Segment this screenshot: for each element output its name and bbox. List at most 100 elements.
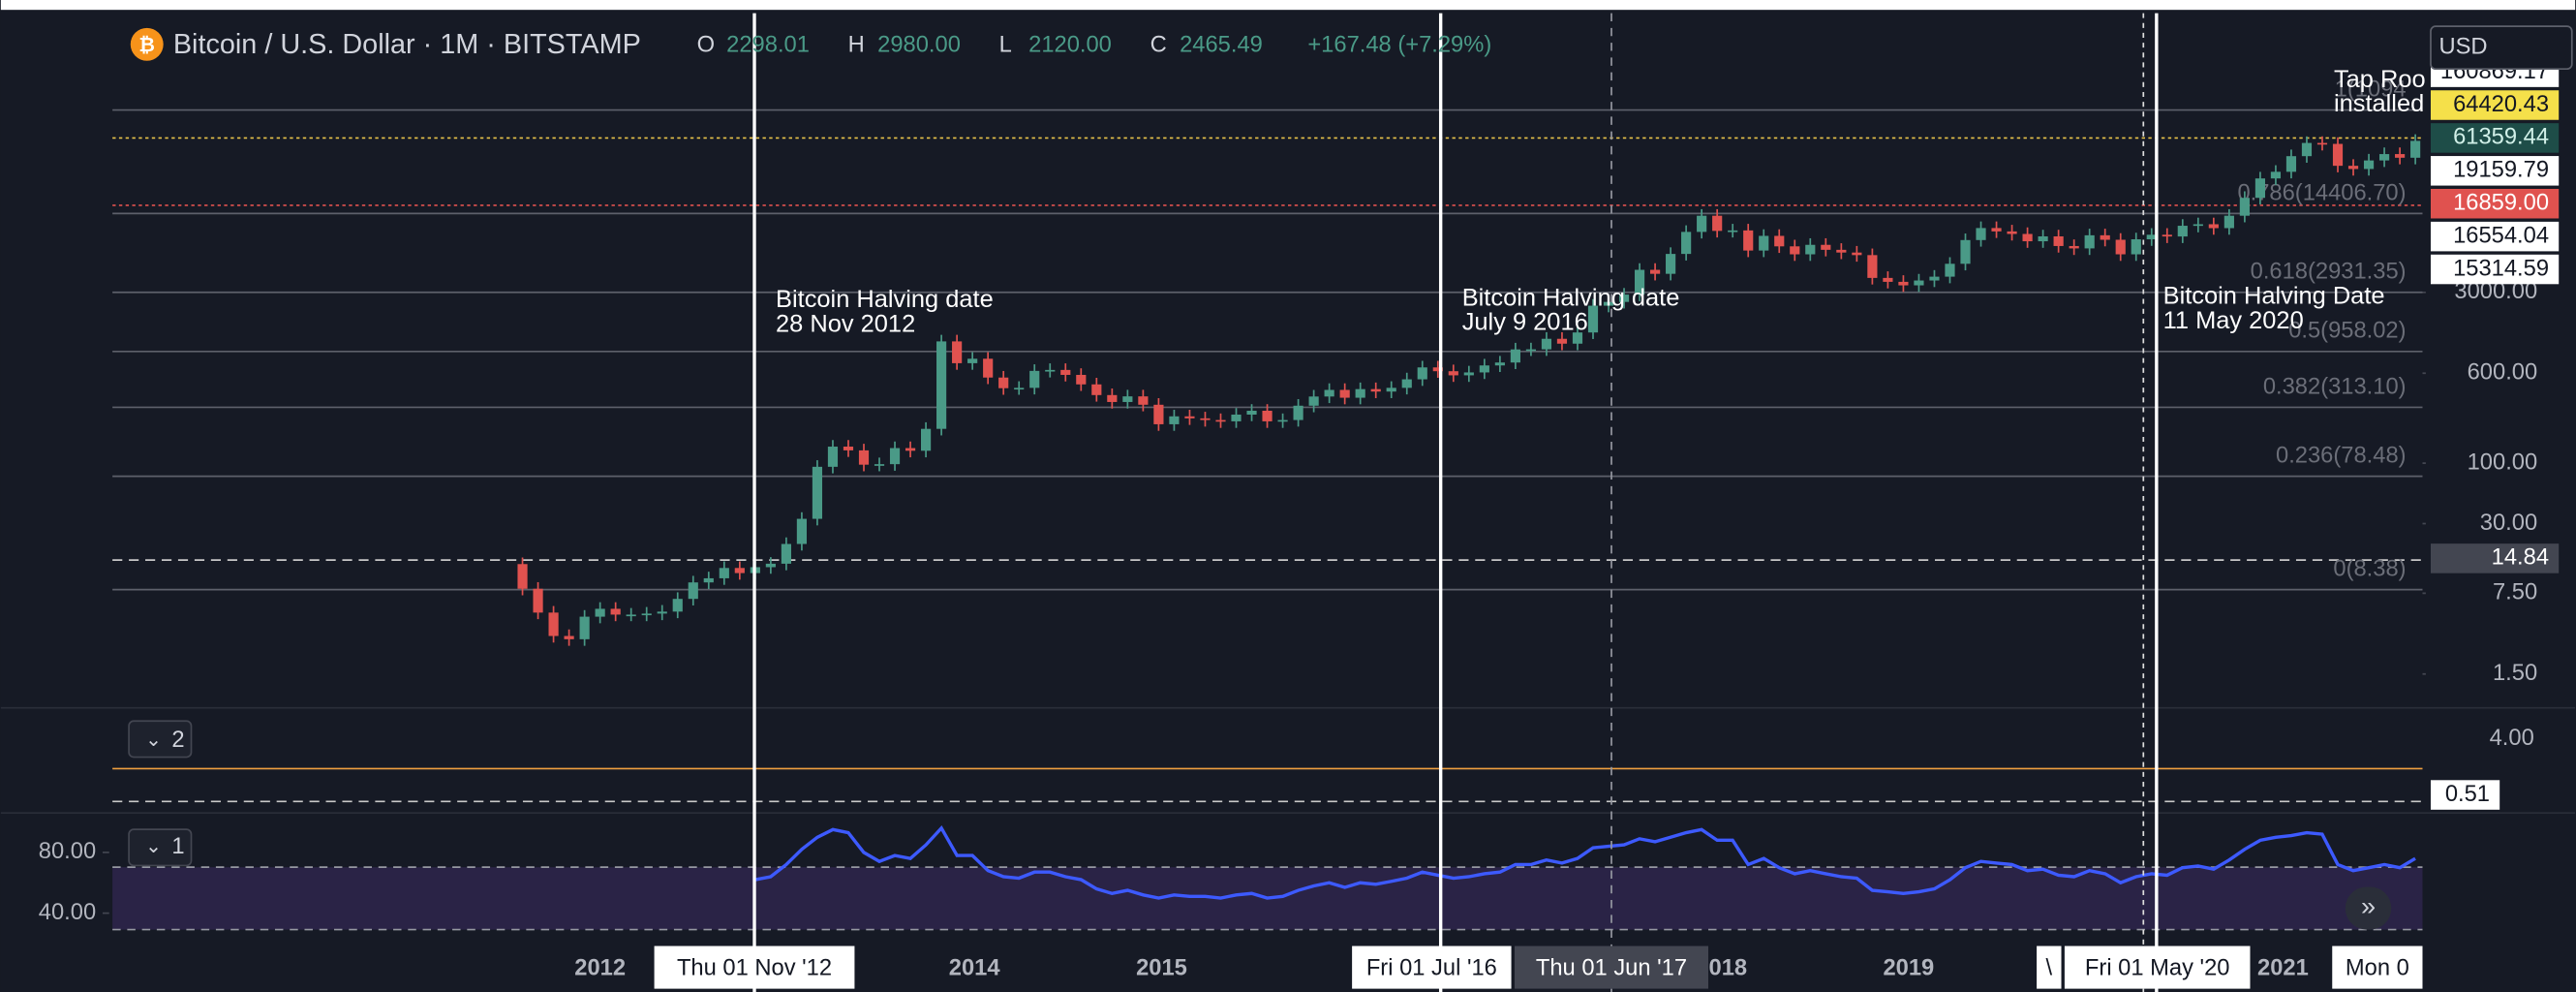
price-tick-label: 7.50 [2493,580,2537,605]
price-tag [2430,543,2560,574]
price-tag [2430,254,2560,285]
candle [688,582,698,600]
candle [1479,365,1489,373]
candle [672,599,683,612]
candle [595,608,605,617]
candle [1805,244,1816,255]
header-change: +167.48 (+7.29%) [1307,33,1491,58]
fib-label: 0.382(313.10) [2263,374,2407,399]
candle [626,614,636,617]
candle [1293,405,1303,420]
crosshair-date: Thu 01 Jun '17 [1536,956,1687,981]
candle [2239,198,2250,216]
candle [2208,224,2219,229]
candle [517,564,528,589]
candle [1355,388,1365,398]
currency-box [2430,25,2573,71]
candle [1448,371,1458,376]
top-strip [0,0,2576,11]
candle [1153,404,1164,424]
price-tag-label: 16859.00 [2453,190,2549,215]
candle [1370,388,1381,392]
price-tag-label: 61359.44 [2453,125,2549,150]
candle [1014,388,1025,390]
candle [1697,215,1707,232]
header-high: 2980.00 [877,33,961,58]
candle [1215,419,1226,422]
candle [1743,230,1754,251]
candle [548,612,559,636]
candle [2177,226,2188,237]
chevron: ⌄ [145,836,162,857]
crosshair-date-box [1514,946,1709,989]
candle [874,464,885,466]
candle [1510,349,1520,363]
candle [1712,215,1723,232]
candle [1898,281,1909,286]
plot-area: 1(1094 0.786(14406.70) 0.618(2931.35) 0.5(9… [112,66,2426,900]
candle [1324,389,1334,397]
indicator-toggle[interactable] [128,720,193,759]
candle [1867,255,1878,278]
candle [2007,231,2017,234]
candle [564,636,574,639]
candle [1091,384,1102,395]
price-tag-label: 16554.04 [2453,223,2549,248]
candle [1649,269,1661,274]
candle [657,611,667,614]
year-label: 2019 [1883,956,1934,981]
indicator-toggle[interactable] [128,828,193,867]
candle [641,613,652,616]
candle [983,358,994,378]
candle [967,358,978,363]
candle [2100,234,2110,240]
candle [2410,140,2421,158]
candle [2115,239,2126,255]
price-tag-label: 14.84 [2492,545,2549,571]
time-axis: 2012201420152001820192021Thu 01 Nov '12F… [574,946,2423,989]
candle [858,450,870,465]
icon-glyph: ₿ [138,35,155,56]
candle [1060,369,1071,375]
candle [610,608,621,615]
candle [2193,224,2203,227]
candle [952,341,963,363]
candle [1029,370,1040,388]
year-label: 018 [1709,956,1748,981]
candle [1976,228,1986,240]
candle [1929,276,1940,281]
candle [1852,252,1862,256]
annotation: 28 Nov 2012 [776,310,915,337]
candle [2395,154,2406,158]
annotation: Bitcoin Halving date [1462,284,1680,311]
candle [781,543,791,564]
price-tag-label: 64420.43 [2453,92,2549,117]
price-tag [2430,123,2560,153]
year-label: 2015 [1136,956,1187,981]
candle [1572,332,1583,344]
candle [1076,374,1087,385]
scroll-button[interactable] [2345,886,2392,930]
crosshair-date: Thu 01 Nov '12 [677,956,832,981]
header-c-label: C [1150,33,1167,58]
price-tick-label: 600.00 [2468,359,2538,385]
candle [1790,246,1800,255]
candle [1728,230,1738,232]
candle [921,428,932,451]
candle [2022,233,2033,242]
rsi-tick-label: 80.00 [39,839,96,864]
price-tag-label: 19159.79 [2453,158,2549,183]
candle [2254,178,2265,199]
rsi-line [754,824,2416,900]
price-tick-label: 30.00 [2480,511,2537,536]
candle [2332,143,2344,167]
candle [1759,235,1769,251]
candle [1262,410,1273,421]
fib-label: 0.236(78.48) [2276,444,2407,469]
candle [734,568,745,574]
volume-axis-label: 4.00 [2490,726,2534,751]
candle [533,588,543,613]
fib-label: 0.786(14406.70) [2237,180,2406,205]
